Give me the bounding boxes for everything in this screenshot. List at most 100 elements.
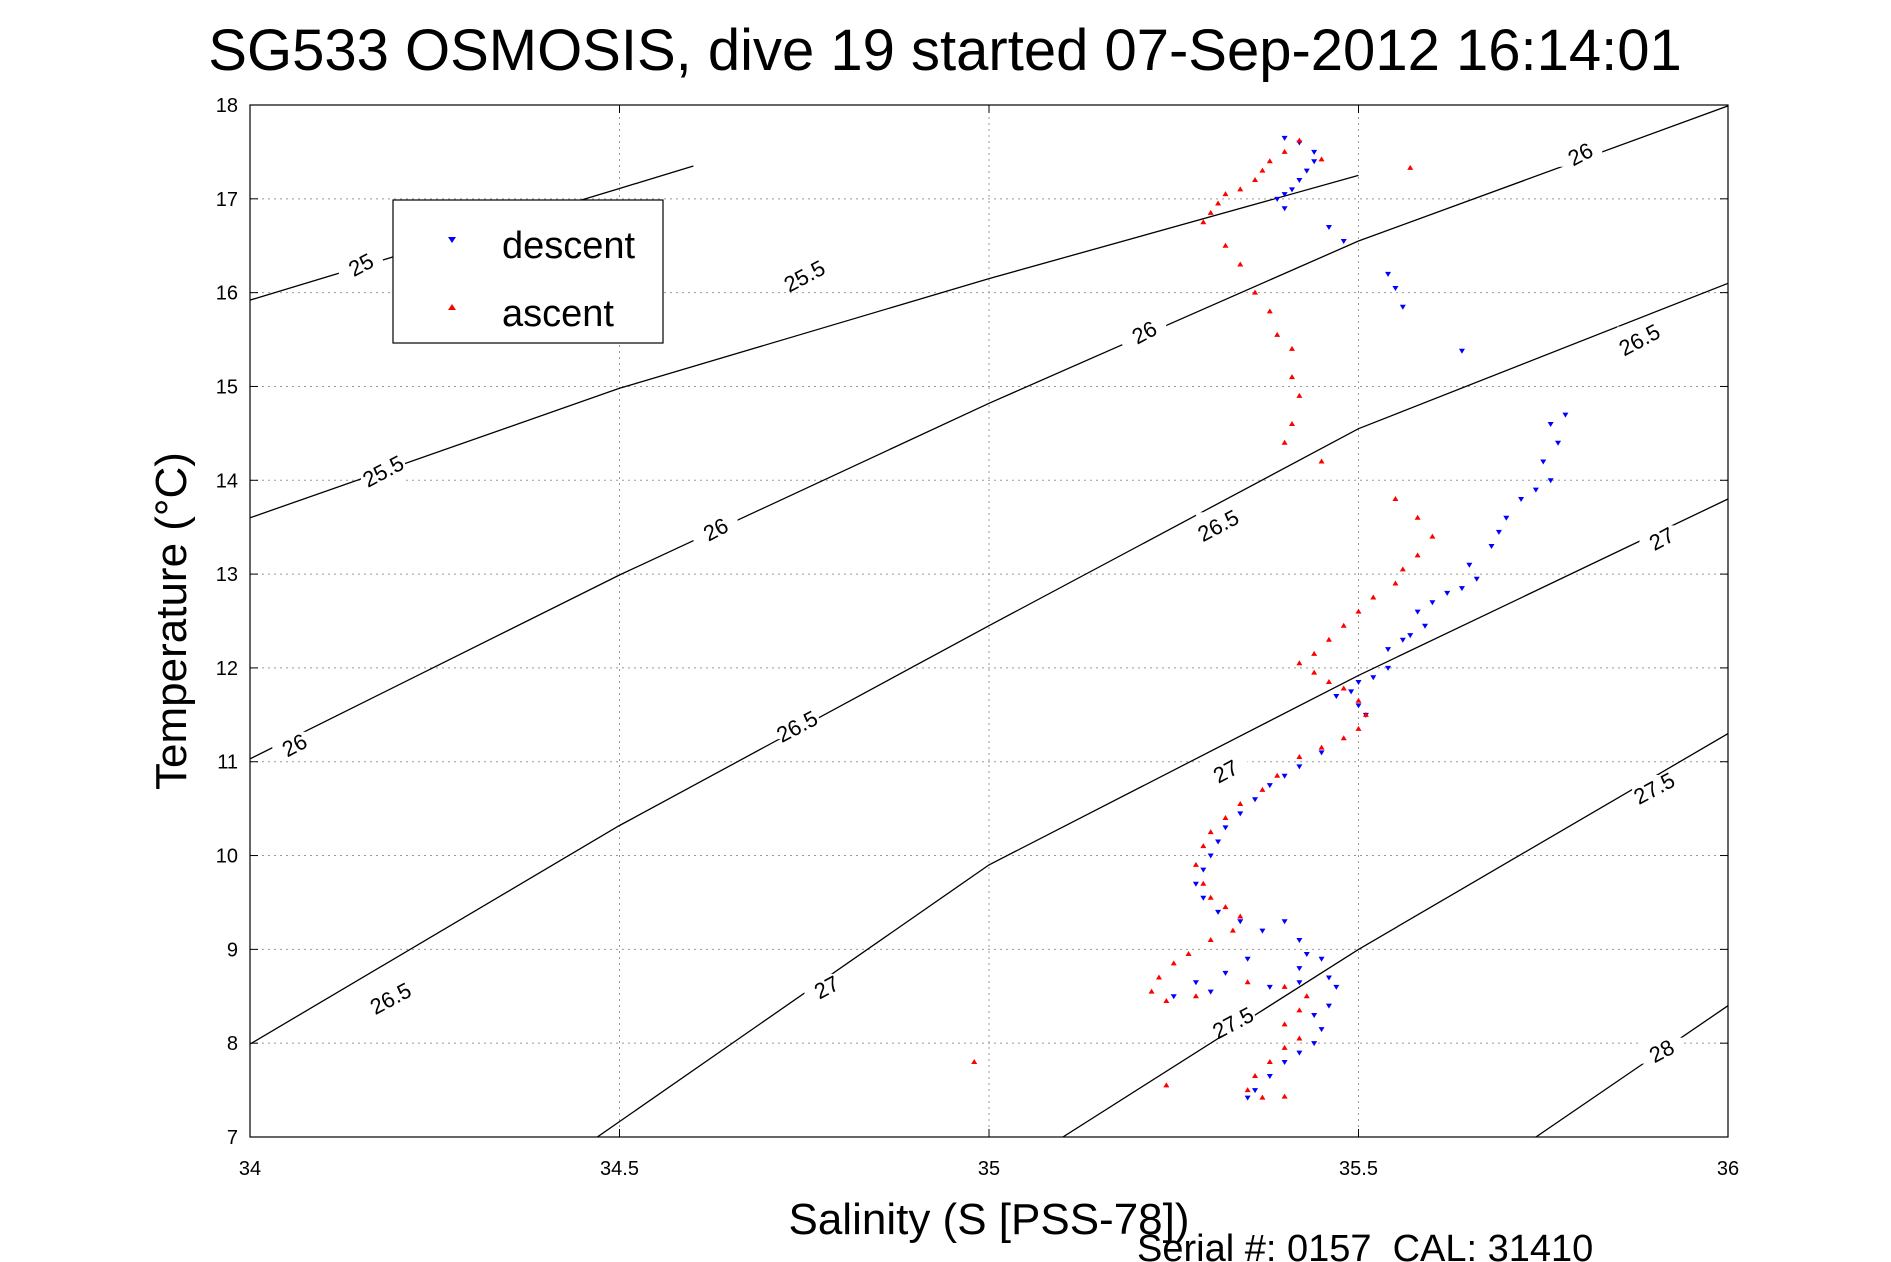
density-contour-25.5	[250, 174, 1359, 519]
descent-point	[1444, 590, 1451, 596]
ascent-point	[1296, 660, 1303, 666]
ascent-point	[1340, 622, 1347, 628]
y-tick-label: 13	[216, 564, 238, 586]
density-contour-28	[1535, 1005, 1728, 1137]
ascent-point	[1163, 1082, 1170, 1088]
descent-point	[1311, 1041, 1318, 1047]
descent-point	[1170, 994, 1177, 1000]
descent-point	[1547, 421, 1554, 427]
descent-point	[1281, 1059, 1288, 1065]
descent-point	[1318, 1027, 1325, 1033]
descent-point	[1303, 168, 1310, 174]
ascent-point	[1274, 331, 1281, 337]
contour-label: 27.5	[1630, 767, 1680, 809]
descent-point	[1370, 675, 1377, 681]
descent-point	[1296, 764, 1303, 770]
descent-point	[1281, 773, 1288, 779]
descent-point	[1399, 304, 1406, 310]
descent-point	[1281, 919, 1288, 925]
descent-point	[1555, 440, 1562, 446]
descent-point	[1281, 135, 1288, 141]
descent-point	[1325, 1003, 1332, 1009]
y-axis-label: Temperature (°C)	[147, 452, 196, 790]
ascent-point	[1355, 725, 1362, 731]
ascent-point	[1237, 261, 1244, 267]
ascent-point	[1318, 156, 1325, 162]
ascent-point	[1281, 148, 1288, 154]
descent-point	[1274, 196, 1281, 202]
contour-label-bg	[1639, 525, 1684, 552]
ascent-point	[1281, 983, 1288, 989]
ascent-point	[1281, 1044, 1288, 1050]
descent-point	[1503, 515, 1510, 521]
ascent-point	[1370, 594, 1377, 600]
y-tick-label: 11	[217, 752, 238, 774]
ascent-point	[1407, 164, 1414, 170]
ascent-point	[1244, 1087, 1251, 1093]
x-tick-label: 34	[239, 1158, 261, 1180]
descent-point	[1244, 1095, 1251, 1101]
y-tick-label: 8	[227, 1033, 238, 1055]
ascent-point	[1318, 458, 1325, 464]
descent-point	[1348, 689, 1355, 695]
contour-label: 25.5	[358, 450, 408, 492]
ascent-point	[1237, 186, 1244, 192]
descent-point	[1473, 576, 1480, 582]
descent-point	[1311, 1013, 1318, 1019]
x-axis-label: Salinity (S [PSS-78])	[788, 1195, 1189, 1244]
ascent-point	[1148, 988, 1155, 994]
descent-point	[1540, 459, 1547, 465]
ascent-point	[1200, 219, 1207, 225]
descent-point	[1252, 797, 1259, 803]
descent-point	[1547, 478, 1554, 484]
contour-label-bg	[272, 731, 317, 758]
ascent-point	[1155, 974, 1162, 980]
ascent-point	[1229, 927, 1236, 933]
ascent-point	[1170, 960, 1177, 966]
y-tick-label: 10	[216, 846, 238, 868]
ascent-point	[1355, 697, 1362, 703]
y-axis-ticks: 7 8 9 10 11 12 13 14 15 16 17 18	[216, 95, 1728, 1149]
ascent-point	[1318, 744, 1325, 750]
y-tick-label: 16	[216, 283, 238, 305]
contour-label-bg	[368, 985, 413, 1012]
ascent-point	[1296, 392, 1303, 398]
contour-label-bg	[804, 973, 849, 1000]
ascent-point	[1185, 951, 1192, 957]
y-tick-label: 9	[227, 939, 238, 961]
descent-point	[1333, 984, 1340, 990]
descent-point	[1259, 928, 1266, 934]
descent-point	[1266, 1074, 1273, 1080]
contour-label-bg	[1617, 326, 1662, 353]
ascent-point	[1340, 735, 1347, 741]
descent-point	[1399, 637, 1406, 643]
legend: descent ascent	[392, 199, 664, 344]
ascent-point	[1281, 1093, 1288, 1099]
ascent-point	[1281, 1021, 1288, 1027]
ascent-point	[1200, 843, 1207, 849]
ascent-point	[1163, 997, 1170, 1003]
ascent-point	[1266, 308, 1273, 314]
descent-point	[1458, 348, 1465, 354]
descent-point	[1200, 895, 1207, 901]
ascent-point	[1207, 209, 1214, 215]
legend-ascent-label: ascent	[502, 293, 614, 335]
descent-point	[1192, 881, 1199, 887]
ascent-point	[1288, 374, 1295, 380]
ascent-point	[1355, 608, 1362, 614]
ascent-point	[971, 1058, 978, 1064]
ascent-point	[1266, 1058, 1273, 1064]
descent-point	[1281, 192, 1288, 198]
ascent-point	[1192, 993, 1199, 999]
descent-point	[1222, 970, 1229, 976]
legend-ascent-marker	[448, 304, 456, 310]
descent-point	[1325, 224, 1332, 230]
descent-point	[1215, 839, 1222, 845]
ascent-point	[1192, 861, 1199, 867]
y-tick-label: 18	[216, 95, 238, 117]
density-contour-27.5	[1062, 733, 1728, 1137]
ascent-point	[1252, 177, 1259, 183]
ascent-point	[1429, 533, 1436, 539]
ascent-point	[1311, 669, 1318, 675]
ascent-point	[1296, 754, 1303, 760]
